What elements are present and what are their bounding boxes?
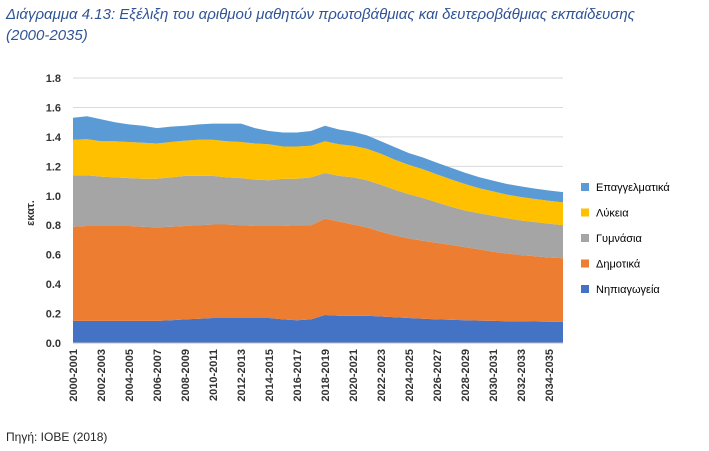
x-tick-label: 2006-2007	[152, 349, 164, 402]
legend-label: Λύκεια	[596, 208, 629, 220]
y-tick-label: 0.4	[46, 279, 62, 291]
x-tick-label: 2024-2025	[404, 349, 416, 402]
legend-label: Δημοτικά	[596, 259, 641, 271]
legend-label: Γυμνάσια	[596, 233, 643, 245]
y-tick-label: 0.8	[46, 220, 61, 232]
x-tick-label: 2002-2003	[96, 349, 108, 402]
area-Δημοτικά	[73, 218, 563, 322]
x-tick-label: 2016-2017	[292, 349, 304, 402]
y-tick-label: 1.8	[46, 73, 61, 85]
y-tick-label: 1.6	[46, 102, 61, 114]
x-tick-label: 2018-2019	[320, 349, 332, 402]
chart-title-line-2: (2000-2035)	[6, 27, 88, 44]
legend-label: Επαγγελματικά	[596, 182, 670, 194]
y-tick-label: 1.4	[46, 132, 62, 144]
legend-swatch	[581, 234, 589, 242]
x-tick-label: 2020-2021	[348, 349, 360, 402]
chart-title: Διάγραμμα 4.13: Εξέλιξη του αριθμού μαθη…	[6, 4, 706, 46]
source-note: Πηγή: ΙΟΒΕ (2018)	[6, 430, 108, 444]
legend-swatch	[581, 183, 589, 191]
x-tick-label: 2022-2023	[376, 349, 388, 402]
x-tick-label: 2000-2001	[68, 349, 80, 402]
x-tick-label: 2032-2033	[516, 349, 528, 402]
x-tick-label: 2004-2005	[124, 349, 136, 402]
area-Επαγγελματικά	[73, 116, 563, 203]
x-tick-label: 2010-2011	[208, 349, 220, 401]
x-tick-label: 2028-2029	[460, 349, 472, 402]
area-Νηπιαγωγεία	[73, 315, 563, 343]
legend-label: Νηπιαγωγεία	[596, 284, 660, 296]
chart-title-line-1: Διάγραμμα 4.13: Εξέλιξη του αριθμού μαθη…	[6, 6, 635, 23]
area-Γυμνάσια	[73, 173, 563, 259]
y-axis-ticks: 0.0 0.2 0.4 0.6 0.8 1.0 1.2 1.4 1.6 1.8	[46, 73, 62, 350]
x-axis-ticks: 2000-2001 2002-2003 2004-2005 2006-2007 2008…	[68, 349, 556, 402]
x-tick-label: 2008-2009	[180, 349, 192, 402]
x-tick-label: 2026-2027	[432, 349, 444, 402]
x-tick-label: 2030-2031	[488, 349, 500, 402]
y-axis-label: εκατ.	[25, 200, 37, 226]
y-tick-label: 0.0	[46, 338, 61, 350]
y-tick-label: 0.2	[46, 309, 61, 321]
x-tick-label: 2014-2015	[264, 349, 276, 402]
area-series	[73, 116, 563, 344]
x-tick-label: 2034-2035	[544, 349, 556, 402]
y-tick-label: 1.2	[46, 161, 61, 173]
x-tick-label: 2012-2013	[236, 349, 248, 402]
legend-swatch	[581, 285, 589, 293]
y-tick-label: 1.0	[46, 191, 61, 203]
legend-swatch	[581, 208, 589, 217]
legend: Επαγγελματικά Λύκεια Γυμνάσια Δημοτικά Νηπια…	[581, 182, 670, 296]
legend-swatch	[581, 259, 589, 268]
y-tick-label: 0.6	[46, 250, 61, 262]
area-Λύκεια	[73, 139, 563, 226]
